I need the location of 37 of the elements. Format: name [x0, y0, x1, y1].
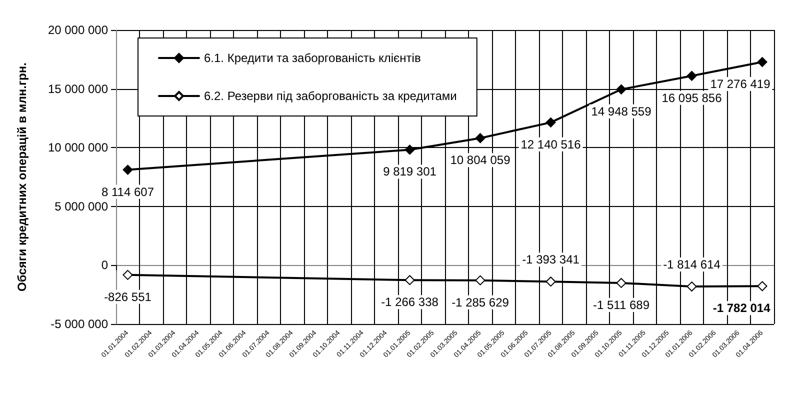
legend-label: 6.2. Резерви під заборгованість за кредитами: [204, 89, 457, 103]
point: [757, 281, 768, 292]
point: [546, 276, 556, 287]
point: [686, 282, 697, 292]
legend-label: 6.1. Кредити та заборгованість клієнтів: [204, 51, 421, 65]
y-tick-label: 15 000 000: [48, 82, 108, 96]
point: [475, 275, 486, 286]
point: [404, 275, 415, 286]
point: [757, 57, 768, 68]
data-label: 17 276 419: [710, 77, 771, 92]
point: [122, 164, 133, 175]
data-label: -1 511 689: [593, 298, 650, 312]
data-label: 12 140 516: [520, 137, 582, 152]
point: [122, 270, 133, 280]
y-axis-title: Обсяги кредитних операцій в млн.грн.: [15, 62, 29, 292]
y-tick-label: 5 000 000: [54, 199, 108, 214]
data-label: 16 095 856: [662, 90, 722, 105]
point: [404, 144, 415, 155]
data-label: 10 804 059: [450, 153, 511, 168]
point: [616, 84, 626, 94]
data-label: -826 551: [104, 290, 152, 304]
y-tick-label: 20 000 000: [48, 23, 108, 37]
data-label: -1 814 614: [663, 258, 721, 272]
data-label: -1 782 014: [712, 301, 771, 316]
data-label: -1 285 629: [452, 295, 510, 310]
point: [475, 133, 486, 144]
data-label: 9 819 301: [383, 164, 437, 179]
data-label: -1 393 341: [522, 252, 580, 267]
data-label: -1 266 338: [381, 295, 439, 310]
point: [686, 70, 697, 81]
point: [546, 117, 556, 128]
data-label: 8 114 607: [102, 184, 154, 199]
data-label: 14 948 559: [591, 104, 652, 118]
y-tick-label: 0: [101, 258, 108, 272]
y-tick-label: 10 000 000: [48, 140, 108, 155]
point: [616, 278, 626, 288]
y-tick-label: -5 000 000: [50, 317, 108, 331]
